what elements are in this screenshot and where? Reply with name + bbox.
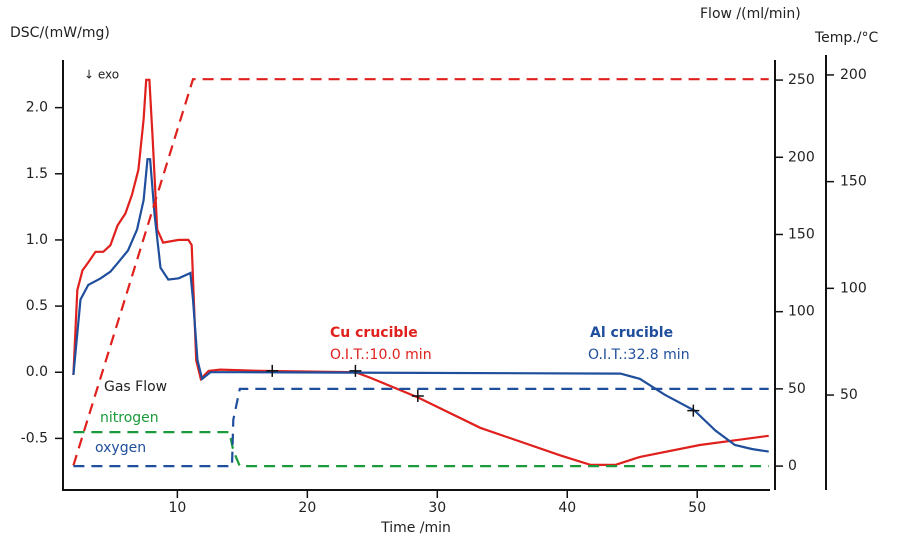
y2-tick-label: 150 (788, 226, 815, 242)
oit-marker (349, 364, 362, 377)
oit-marker (411, 390, 424, 403)
series-line (72, 158, 769, 453)
series-label: nitrogen (100, 410, 159, 426)
x-axis-title: Time /min (380, 520, 451, 536)
y2-tick-label: 250 (788, 72, 815, 88)
y-axis-title: DSC/(mW/mg) (10, 25, 110, 41)
y-tick-label: 1.5 (26, 166, 48, 182)
x-tick-label: 40 (558, 500, 576, 516)
oit-marker (266, 364, 279, 377)
y2-axis-title: Flow /(ml/min) (700, 6, 801, 22)
series-label: Al crucible (590, 325, 673, 341)
y-tick-label: 0.0 (26, 364, 48, 380)
y2-tick-label: 0 (788, 458, 797, 474)
y2-tick-label: 50 (788, 381, 806, 397)
y3-tick-label: 200 (840, 67, 867, 83)
annotation: O.I.T.:32.8 min (588, 347, 690, 363)
annotation: ↓ exo (84, 68, 119, 82)
series-line (72, 78, 769, 466)
series-label: oxygen (95, 440, 146, 456)
series-line (73, 387, 769, 468)
x-tick-label: 10 (168, 500, 186, 516)
y3-tick-label: 100 (840, 280, 867, 296)
y2-tick-label: 100 (788, 304, 815, 320)
y3-tick-label: 50 (840, 387, 858, 403)
oit-marker (687, 404, 700, 417)
y3-tick-label: 150 (840, 174, 867, 190)
series-label: Cu crucible (330, 325, 418, 341)
series-line (73, 431, 769, 468)
series-line (72, 78, 769, 466)
y-tick-label: -0.5 (21, 430, 48, 446)
y-tick-label: 1.0 (26, 232, 48, 248)
x-tick-label: 20 (298, 500, 316, 516)
y3-axis-title: Temp./°C (814, 30, 878, 46)
y2-tick-label: 200 (788, 149, 815, 165)
y-tick-label: 2.0 (26, 100, 48, 116)
annotation: O.I.T.:10.0 min (330, 347, 432, 363)
annotation: Gas Flow (104, 379, 167, 395)
x-tick-label: 30 (428, 500, 446, 516)
x-tick-label: 50 (688, 500, 706, 516)
y-tick-label: 0.5 (26, 298, 48, 314)
